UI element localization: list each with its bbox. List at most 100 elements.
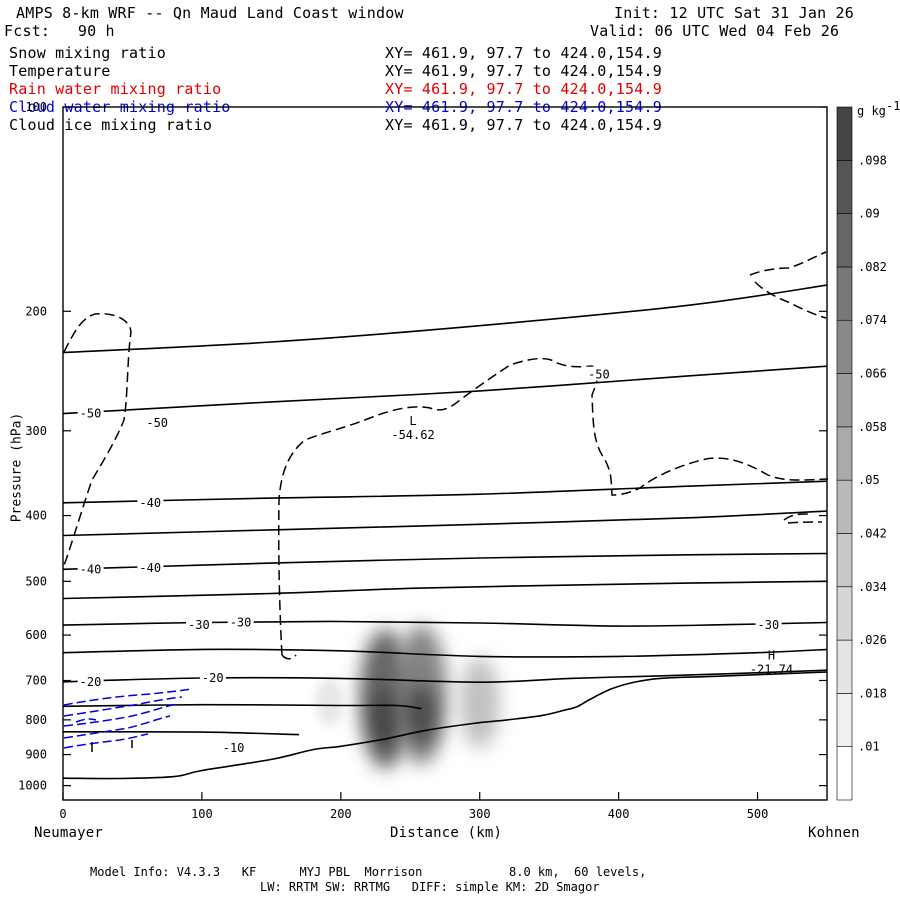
extremum-H-value: -21.74 bbox=[750, 662, 793, 676]
x-axis-right-label: Kohnen bbox=[808, 825, 860, 841]
y-tick-label-100: 100 bbox=[25, 100, 47, 114]
legend-cloud-ice-xy: XY= 461.9, 97.7 to 424.0,154.9 bbox=[385, 116, 662, 134]
colorbar-swatch-10 bbox=[836, 213, 853, 268]
colorbar-swatch-7 bbox=[836, 373, 853, 428]
contour-label-11: -10 bbox=[223, 741, 245, 755]
legend-snow-label: Snow mixing ratio bbox=[9, 44, 166, 62]
legend-cloud-ice-label: Cloud ice mixing ratio bbox=[9, 116, 213, 134]
snow-cell-3 bbox=[315, 677, 344, 726]
cloud-ice-contour bbox=[63, 251, 829, 660]
model-info-line2: LW: RRTM SW: RRTMG DIFF: simple KM: 2D S… bbox=[260, 880, 600, 894]
y-tick-label-800: 800 bbox=[25, 713, 47, 727]
contour-label-1: -50 bbox=[146, 416, 168, 430]
extremum-H-symbol: H bbox=[768, 648, 775, 662]
colorbar-swatch-4 bbox=[836, 533, 853, 588]
colorbar-label-6: .058 bbox=[858, 420, 887, 434]
legend-temperature-xy: XY= 461.9, 97.7 to 424.0,154.9 bbox=[385, 62, 662, 80]
y-axis-title: Pressure (hPa) bbox=[9, 412, 25, 523]
contour-label-2: -50 bbox=[80, 407, 102, 421]
snow-mixing-ratio-shading bbox=[315, 624, 500, 769]
legend-rain-xy: XY= 461.9, 97.7 to 424.0,154.9 bbox=[385, 80, 662, 98]
snow-cell-1 bbox=[395, 624, 448, 765]
colorbar-label-1: .018 bbox=[858, 686, 887, 700]
contour-label-7: -30 bbox=[230, 616, 252, 630]
y-tick-label-300: 300 bbox=[25, 424, 47, 438]
terrain-surface-line bbox=[62, 671, 828, 780]
init-time: Init: 12 UTC Sat 31 Jan 26 bbox=[614, 4, 854, 22]
contour-labels: -50 -50 -50 -40 -40 -40 -30 -30 -30 -20 -20 -10 L-54… bbox=[77, 366, 793, 755]
contour-label-3: -40 bbox=[139, 496, 161, 510]
contour-label-0: -50 bbox=[588, 368, 610, 382]
colorbar-label-7: .066 bbox=[858, 367, 887, 381]
forecast-hour: Fcst: 90 h bbox=[4, 22, 115, 40]
legend-temperature-label: Temperature bbox=[9, 62, 111, 80]
isotherm-line-6 bbox=[62, 620, 828, 627]
colorbar-swatch-3 bbox=[836, 586, 853, 641]
x-tick-label-300: 300 bbox=[469, 807, 491, 821]
colorbar-swatch-5 bbox=[836, 479, 853, 534]
colorbar-swatch-6 bbox=[836, 426, 853, 481]
contour-label-8: -30 bbox=[758, 618, 780, 632]
isotherm-line-10 bbox=[62, 730, 300, 736]
colorbar-label-0: .01 bbox=[858, 740, 880, 754]
legend-rain-label: Rain water mixing ratio bbox=[9, 80, 222, 98]
colorbar-label-10: .09 bbox=[858, 207, 880, 221]
cloud-water-contours bbox=[63, 688, 193, 749]
terrain-ticks bbox=[91, 740, 133, 752]
colorbar-swatch-0 bbox=[836, 746, 853, 801]
x-axis-title: Distance (km) bbox=[390, 825, 503, 841]
colorbar-label-9: .082 bbox=[858, 260, 887, 274]
contour-label-5: -40 bbox=[139, 561, 161, 575]
extremum-L-value: -54.62 bbox=[391, 428, 434, 442]
isotherm-line-7 bbox=[62, 648, 828, 658]
y-axis: 100 200 300 400 500 600 700 800 900 1000 bbox=[18, 100, 827, 793]
y-tick-label-400: 400 bbox=[25, 509, 47, 523]
colorbar-label-2: .026 bbox=[858, 633, 887, 647]
model-info-line1: Model Info: V4.3.3 KF MYJ PBL Morrison 8… bbox=[90, 865, 647, 879]
y-tick-label-900: 900 bbox=[25, 748, 47, 762]
colorbar-unit-exponent: -1 bbox=[886, 99, 900, 113]
x-tick-label-400: 400 bbox=[608, 807, 630, 821]
colorbar-label-3: .034 bbox=[858, 580, 887, 594]
colorbar-swatch-2 bbox=[836, 639, 853, 694]
snow-cell-0 bbox=[359, 628, 412, 769]
plot-frame bbox=[62, 106, 828, 801]
x-tick-label-500: 500 bbox=[747, 807, 769, 821]
colorbar-swatch-1 bbox=[836, 693, 853, 747]
snow-cell-2 bbox=[459, 656, 500, 749]
y-tick-label-200: 200 bbox=[25, 304, 47, 318]
isotherm-line-0 bbox=[62, 284, 828, 354]
x-axis: 0 100 200 300 400 500 bbox=[59, 792, 768, 821]
colorbar-swatch-12 bbox=[836, 106, 853, 161]
legend-snow-xy: XY= 461.9, 97.7 to 424.0,154.9 bbox=[385, 44, 662, 62]
colorbar-swatch-11 bbox=[836, 160, 853, 214]
colorbar: .01 .018 .026 .034 .042 .05 .058 .066 .074 .082 .0… bbox=[836, 99, 900, 801]
y-tick-label-700: 700 bbox=[25, 674, 47, 688]
x-tick-label-200: 200 bbox=[330, 807, 352, 821]
colorbar-label-4: .042 bbox=[858, 526, 887, 540]
colorbar-swatch-9 bbox=[836, 266, 853, 321]
y-tick-label-1000: 1000 bbox=[18, 779, 47, 793]
contour-label-10: -20 bbox=[202, 671, 224, 685]
isotherm-line-5 bbox=[62, 580, 828, 600]
x-tick-label-0: 0 bbox=[59, 807, 66, 821]
contour-label-4: -40 bbox=[80, 562, 102, 576]
colorbar-label-8: .074 bbox=[858, 313, 887, 327]
isotherm-line-4 bbox=[62, 552, 828, 571]
extremum-L-symbol: L bbox=[409, 414, 416, 428]
chart-title: AMPS 8-km WRF -- Qn Maud Land Coast wind… bbox=[16, 4, 404, 22]
colorbar-label-11: .098 bbox=[858, 153, 887, 167]
isotherm-line-9 bbox=[62, 703, 422, 710]
y-tick-label-500: 500 bbox=[25, 574, 47, 588]
isotherm-line-3 bbox=[62, 510, 828, 537]
isotherm-line-1 bbox=[62, 365, 828, 415]
contour-label-9: -20 bbox=[80, 675, 102, 689]
y-tick-label-600: 600 bbox=[25, 628, 47, 642]
contour-label-6: -30 bbox=[188, 618, 210, 632]
colorbar-swatch-8 bbox=[836, 319, 853, 374]
colorbar-unit: g kg bbox=[857, 104, 886, 118]
valid-time: Valid: 06 UTC Wed 04 Feb 26 bbox=[590, 22, 840, 40]
x-tick-label-100: 100 bbox=[191, 807, 213, 821]
x-axis-left-label: Neumayer bbox=[34, 825, 104, 841]
